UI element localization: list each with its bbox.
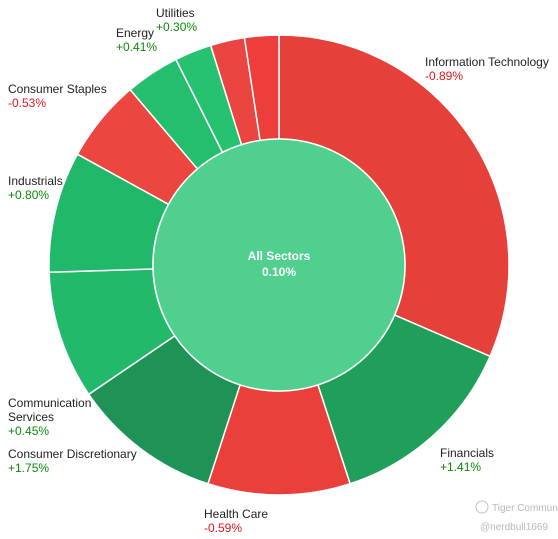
watermark-user: @nerdbull1669 — [480, 522, 548, 533]
label-energy: Energy — [116, 26, 154, 40]
label-information-technology: Information Technology — [425, 55, 549, 69]
donut-slices — [48, 34, 510, 496]
value-utilities: +0.30% — [156, 20, 197, 34]
value-consumer-discretionary: +1.75% — [8, 461, 49, 475]
label-consumer-staples: Consumer Staples — [8, 82, 107, 96]
label-consumer-discretionary: Consumer Discretionary — [8, 447, 137, 461]
center-circle — [152, 138, 406, 392]
watermark-brand: Tiger Community — [492, 503, 558, 514]
value-communication-services: +0.45% — [8, 424, 49, 438]
slice-labels: Information Technology-0.89%Financials+1… — [8, 6, 549, 535]
value-consumer-staples: -0.53% — [8, 96, 46, 110]
label-communication-services-line1: Communication — [8, 396, 91, 410]
value-energy: +0.41% — [116, 40, 157, 54]
value-financials: +1.41% — [440, 460, 481, 474]
watermark: Tiger Community @nerdbull1669 — [475, 500, 558, 533]
label-financials: Financials — [440, 446, 494, 460]
value-information-technology: -0.89% — [425, 69, 463, 83]
label-communication-services-line2: Services — [8, 410, 54, 424]
label-health-care: Health Care — [204, 507, 268, 521]
value-health-care: -0.59% — [204, 521, 242, 535]
value-industrials: +0.80% — [8, 188, 49, 202]
label-utilities: Utilities — [156, 6, 195, 20]
center-value: 0.10% — [262, 265, 296, 279]
center-title: All Sectors — [248, 249, 311, 263]
tiger-logo-icon — [475, 500, 489, 514]
label-industrials: Industrials — [8, 174, 63, 188]
